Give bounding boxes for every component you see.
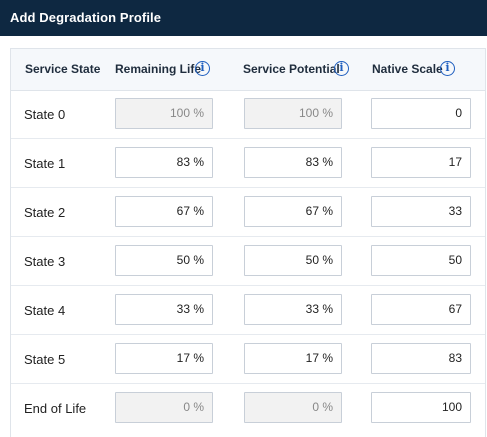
remaining-life-info-icon[interactable]: i [195, 61, 210, 76]
remaining-life-input[interactable]: 83 % [115, 147, 213, 178]
remaining-life-field: 100 % [115, 98, 213, 129]
native-scale-input[interactable]: 0 [371, 98, 471, 129]
native-scale-input[interactable]: 67 [371, 294, 471, 325]
remaining-life-input[interactable]: 33 % [115, 294, 213, 325]
native-scale-info-icon[interactable]: i [440, 61, 455, 76]
remaining-life-input[interactable]: 17 % [115, 343, 213, 374]
dialog-title: Add Degradation Profile [0, 0, 487, 36]
service-potential-info-icon[interactable]: i [334, 61, 349, 76]
service-potential-input[interactable]: 33 % [244, 294, 342, 325]
state-label: End of Life [24, 401, 87, 416]
native-scale-input[interactable]: 50 [371, 245, 471, 276]
native-scale-input[interactable]: 17 [371, 147, 471, 178]
table-row: End of Life 0 % 0 % 100 [11, 384, 485, 433]
service-potential-field: 100 % [244, 98, 342, 129]
state-label: State 3 [24, 254, 66, 269]
service-potential-input[interactable]: 67 % [244, 196, 342, 227]
degradation-table: Service State Remaining Life i Service P… [10, 48, 486, 437]
table-row: State 0 100 % 100 % 0 [11, 90, 485, 139]
native-scale-input[interactable]: 33 [371, 196, 471, 227]
service-potential-field: 0 % [244, 392, 342, 423]
remaining-life-input[interactable]: 50 % [115, 245, 213, 276]
service-potential-input[interactable]: 83 % [244, 147, 342, 178]
state-label: State 4 [24, 303, 66, 318]
state-label: State 5 [24, 352, 66, 367]
native-scale-input[interactable]: 100 [371, 392, 471, 423]
table-row: State 3 50 % 50 % 50 [11, 237, 485, 286]
state-label: State 2 [24, 205, 66, 220]
header-remaining-life: Remaining Life [115, 62, 202, 76]
header-service-state: Service State [25, 62, 101, 76]
remaining-life-input[interactable]: 67 % [115, 196, 213, 227]
service-potential-input[interactable]: 50 % [244, 245, 342, 276]
table-header: Service State Remaining Life i Service P… [11, 49, 485, 91]
table-row: State 5 17 % 17 % 83 [11, 335, 485, 384]
header-native-scale: Native Scale [372, 62, 443, 76]
native-scale-input[interactable]: 83 [371, 343, 471, 374]
state-label: State 0 [24, 107, 66, 122]
table-row: State 2 67 % 67 % 33 [11, 188, 485, 237]
table-row: State 1 83 % 83 % 17 [11, 139, 485, 188]
header-service-potential: Service Potential [243, 62, 340, 76]
state-label: State 1 [24, 156, 66, 171]
remaining-life-field: 0 % [115, 392, 213, 423]
service-potential-input[interactable]: 17 % [244, 343, 342, 374]
table-row: State 4 33 % 33 % 67 [11, 286, 485, 335]
